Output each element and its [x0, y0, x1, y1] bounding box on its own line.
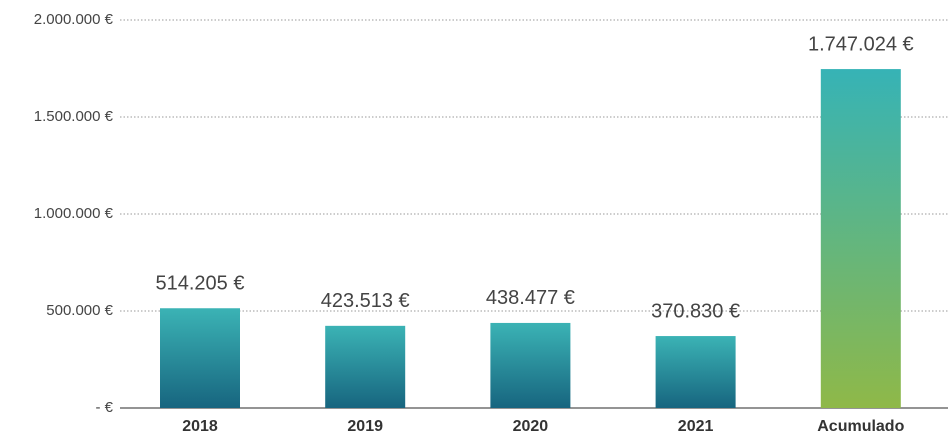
y-tick-label: 1.500.000 €: [34, 108, 114, 125]
y-tick-label: 500.000 €: [46, 302, 113, 319]
value-label: 1.747.024 €: [808, 33, 914, 55]
x-tick-label: Acumulado: [817, 418, 904, 435]
x-tick-label: 2021: [678, 418, 714, 435]
bar: [325, 325, 406, 408]
bar: [160, 308, 240, 408]
y-tick-label: - €: [95, 399, 113, 416]
value-label: 423.513 €: [321, 290, 410, 312]
x-tick-label: 2019: [347, 418, 383, 435]
bar: [820, 69, 901, 409]
bar: [655, 336, 736, 408]
y-tick-label: 1.000.000 €: [34, 205, 114, 222]
x-tick-label: 2018: [182, 418, 218, 435]
value-label: 438.477 €: [486, 287, 575, 309]
bar: [490, 322, 571, 408]
value-label: 514.205 €: [156, 273, 245, 295]
x-tick-label: 2020: [513, 418, 549, 435]
value-label: 370.830 €: [651, 300, 740, 322]
y-tick-label: 2.000.000 €: [34, 11, 114, 28]
